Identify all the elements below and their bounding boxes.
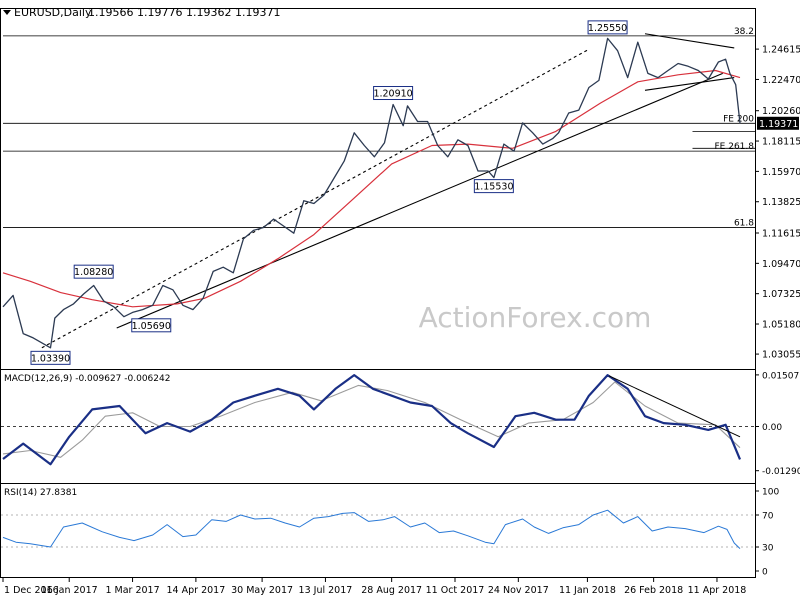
trendline bbox=[644, 33, 735, 49]
rsi-tick-label: 100 bbox=[762, 488, 779, 498]
macd-line bbox=[2, 374, 742, 466]
price-level-box bbox=[587, 20, 628, 35]
macd-tick-label: 0.015071 bbox=[762, 371, 800, 381]
x-tick-label: 14 Apr 2017 bbox=[167, 585, 226, 596]
price-tick-label: 1.20260 bbox=[762, 106, 800, 117]
level-label: 61.8 bbox=[734, 219, 754, 229]
trendline bbox=[116, 72, 723, 329]
level-label: 38.2 bbox=[734, 27, 754, 37]
price-tick-label: 1.24615 bbox=[762, 45, 800, 56]
rsi-pane: 100 70 30 0 bbox=[1, 488, 779, 578]
macd-pane: 0.015071 0.00 -0.012906 bbox=[1, 371, 800, 477]
last-price-tag-bg bbox=[757, 116, 799, 130]
price-tick-label: 1.13825 bbox=[762, 197, 800, 208]
price-tick-label: 1.05180 bbox=[762, 320, 800, 331]
collapse-triangle-icon[interactable] bbox=[3, 10, 11, 15]
price-pane: 1.24615 1.22470 1.20260 1.18115 1.15970 1.138… bbox=[2, 20, 800, 365]
price-level-box bbox=[30, 350, 71, 365]
rsi-line bbox=[2, 509, 741, 549]
rsi-title: RSI(14) 27.8381 bbox=[4, 488, 77, 498]
watermark: ActionForex.com bbox=[419, 301, 652, 334]
macd-title: MACD(12,26,9) -0.009627 -0.006242 bbox=[4, 374, 170, 384]
price-level-label: 1.03390 bbox=[31, 353, 70, 364]
price-level-label: 1.25550 bbox=[588, 23, 627, 34]
price-tick-label: 1.18115 bbox=[762, 137, 800, 148]
rsi-pane-frame bbox=[0, 483, 756, 578]
macd-tick-label: -0.012906 bbox=[762, 467, 800, 477]
price-tick-label: 1.03055 bbox=[762, 350, 800, 361]
price-level-label: 1.15530 bbox=[474, 182, 513, 193]
x-tick-label: 16 Jan 2017 bbox=[41, 585, 98, 596]
price-level-box bbox=[373, 86, 414, 101]
level-label: FE 200 bbox=[723, 114, 754, 124]
trendline bbox=[644, 77, 735, 91]
price-level-label: 1.20910 bbox=[373, 89, 412, 100]
x-tick-label: 1 Dec 2016 bbox=[4, 585, 59, 596]
x-tick-label: 28 Aug 2017 bbox=[361, 585, 422, 596]
level-label: FE 261.8 bbox=[715, 142, 755, 152]
macd-signal-line bbox=[2, 381, 741, 458]
price-line bbox=[2, 37, 741, 349]
rsi-tick-label: 30 bbox=[762, 544, 774, 554]
x-tick-label: 13 Jul 2017 bbox=[299, 585, 353, 596]
price-tick-label: 1.09470 bbox=[762, 259, 800, 270]
price-level-label: 1.08280 bbox=[74, 267, 113, 278]
x-tick-label: 26 Feb 2018 bbox=[624, 585, 683, 596]
x-tick-label: 11 Jan 2018 bbox=[559, 585, 616, 596]
trendline bbox=[41, 48, 590, 349]
macd-tick-label: 0.00 bbox=[762, 423, 782, 433]
rsi-tick-label: 70 bbox=[762, 512, 774, 522]
price-tick-label: 1.22470 bbox=[762, 75, 800, 86]
price-tick-label: 1.15970 bbox=[762, 167, 800, 178]
x-tick-label: 1 Mar 2017 bbox=[105, 585, 159, 596]
ohlc-readout: 1.19566 1.19776 1.19362 1.19371 bbox=[88, 6, 280, 19]
price-level-label: 1.05690 bbox=[132, 321, 171, 332]
symbol-label: EURUSD,Daily bbox=[14, 6, 92, 19]
x-tick-label: 11 Apr 2018 bbox=[688, 585, 747, 596]
price-level-box bbox=[131, 318, 172, 333]
price-level-box bbox=[73, 264, 114, 279]
price-tick-label: 1.07325 bbox=[762, 289, 800, 300]
x-tick-label: 11 Oct 2017 bbox=[426, 585, 485, 596]
macd-trendline bbox=[608, 375, 741, 438]
rsi-tick-label: 0 bbox=[762, 568, 768, 578]
price-level-box bbox=[473, 179, 514, 194]
x-tick-label: 30 May 2017 bbox=[231, 585, 293, 596]
x-tick-label: 24 Nov 2017 bbox=[488, 585, 549, 596]
price-tick-label: 1.11615 bbox=[762, 228, 800, 239]
last-price-tag: 1.19371 bbox=[759, 119, 798, 130]
